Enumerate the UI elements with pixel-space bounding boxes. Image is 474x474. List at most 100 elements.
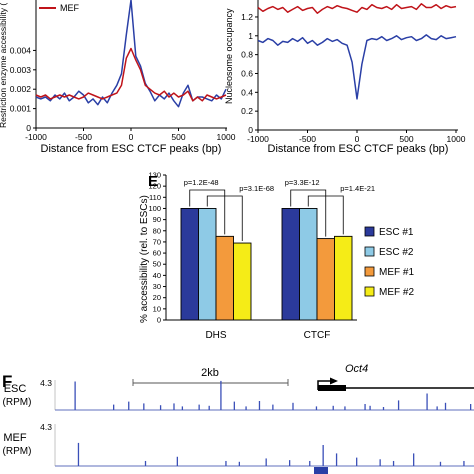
track-esc-max: 4.3 [40,378,52,388]
y-tick-label: 0 [157,316,161,325]
bar-ctcf-2 [299,208,318,321]
e-legend: ESC #1 ESC #2 MEF #1 MEF #2 [364,226,414,298]
y-tick-label: 110 [149,193,161,202]
panel-f-label: F [2,372,12,391]
y-tick-label: 0.6 [241,68,253,78]
y-tick-label: 1.2 [241,12,253,22]
right-y-axis-label: Nucleosome occupancy [224,8,234,104]
track-peaks [74,380,472,466]
e-bars: DHS CTCF [180,208,353,341]
track-mef-max: 4.3 [40,422,52,432]
legend-swatch [364,286,375,297]
bar-dhs-4 [233,242,252,321]
y-tick-label: 70 [153,237,161,246]
track-esc-name: ESC [4,383,27,395]
left-series [35,0,227,108]
track-mef-name: MEF [3,432,27,444]
category-label: DHS [205,330,226,341]
bar-dhs-2 [198,208,217,321]
left-axes [35,0,227,129]
e-significance-brackets: p=1.2E-48 p=3.1E-68 p=3.3E-12 p=1.4E-21 [184,178,375,242]
right-x-axis-label: Distance from ESC CTCF peaks (bp) [268,143,449,155]
legend-swatch [364,266,375,277]
significance-bracket [290,189,327,237]
x-tick-label: 0 [355,134,360,144]
left-ticks: -1000 -500 0 500 1000 0 0.001 0.002 0.003 0.004 [10,45,236,142]
y-tick-label: 120 [148,182,161,191]
y-tick-label: 0 [26,123,31,133]
right-series [257,3,457,100]
y-tick-label: 100 [148,204,161,213]
x-tick-label: -1000 [247,134,269,144]
y-tick-label: 60 [153,249,161,258]
gene-model-oct4: Oct4 [317,363,474,391]
bar-ctcf-1 [281,208,300,321]
x-tick-label: 0 [129,132,134,142]
legend-label: ESC #2 [379,247,414,258]
panel-right-top: -1000 -500 0 500 1000 0 0.2 0.4 0.6 0.8 1 1.2 Nucle… [224,0,466,155]
significance-bracket [206,195,243,242]
y-tick-label: 0 [248,125,253,135]
y-tick-label: 0.4 [241,87,253,97]
gene-exon [318,385,346,391]
bar-ctcf-3 [316,238,335,321]
y-tick-label: 30 [153,282,161,291]
left-x-axis-label: Distance from ESC CTCF peaks (bp) [41,143,222,155]
right-axes [257,0,458,131]
legend-label: MEF #2 [379,287,414,298]
y-tick-label: 0.003 [10,65,32,75]
p-value-label: p=1.2E-48 [184,178,219,187]
panel-e-label: E [148,173,158,190]
y-tick-label: 10 [153,304,161,313]
series-line-2 [35,47,227,102]
series-line-1 [257,3,457,14]
legend-swatch [364,226,375,237]
significance-bracket [189,189,226,235]
y-tick-label: 1 [248,31,253,41]
y-tick-label: 90 [153,215,161,224]
y-tick-label: 0.2 [241,106,253,116]
panel-f: F ESC (RPM) 4.3 MEF (RPM) 4.3 2kb Oct4 [2,363,474,474]
y-tick-label: 50 [153,260,161,269]
x-tick-label: -500 [75,132,92,142]
category-label: CTCF [304,330,331,341]
track-esc-unit: (RPM) [3,397,32,408]
p-value-label: p=1.4E-21 [340,184,375,193]
y-tick-label: 0.8 [241,50,253,60]
y-tick-label: 40 [153,271,161,280]
tss-arrowhead-icon [330,377,338,385]
y-tick-label: 0.004 [10,45,32,55]
legend-swatch [364,246,375,257]
x-tick-label: -1000 [25,132,47,142]
x-tick-label: 1000 [447,134,466,144]
bar-ctcf-4 [334,235,353,321]
legend-mef-label: MEF [60,3,80,13]
x-tick-label: -500 [299,134,316,144]
series-line-1 [35,0,227,108]
x-tick-label: 500 [399,134,413,144]
y-tick-label: 130 [148,171,161,180]
y-tick-label: 80 [153,226,161,235]
p-value-label: p=3.3E-12 [285,178,320,187]
track-mef-unit: (RPM) [3,446,32,457]
cut-off-marker [314,467,328,474]
y-tick-label: 0.001 [10,104,32,114]
right-ticks: -1000 -500 0 500 1000 0 0.2 0.4 0.6 0.8 1 1.2 [241,12,466,144]
x-tick-label: 500 [171,132,185,142]
scale-bar-label: 2kb [201,367,219,379]
scale-bar [132,379,289,386]
gene-name: Oct4 [345,363,368,375]
left-y-axis-label: Restriction enzyme accessibility ( [0,3,8,128]
y-tick-label: 20 [153,293,161,302]
bar-dhs-1 [180,208,199,321]
panel-left-top: -1000 -500 0 500 1000 0 0.001 0.002 0.003 0.004 R… [0,0,236,155]
panel-e: E 0 10 20 30 40 50 60 70 80 90 100 110 120 130 DHS CTC… [139,171,414,342]
y-tick-label: 0.002 [10,84,32,94]
x-tick-label: 1000 [217,132,236,142]
legend-label: ESC #1 [379,227,414,238]
e-y-axis-label: % accessibility (rel. to ESCs) [139,195,150,323]
p-value-label: p=3.1E-68 [239,184,274,193]
series-line-2 [257,34,457,100]
bar-dhs-3 [215,235,234,321]
